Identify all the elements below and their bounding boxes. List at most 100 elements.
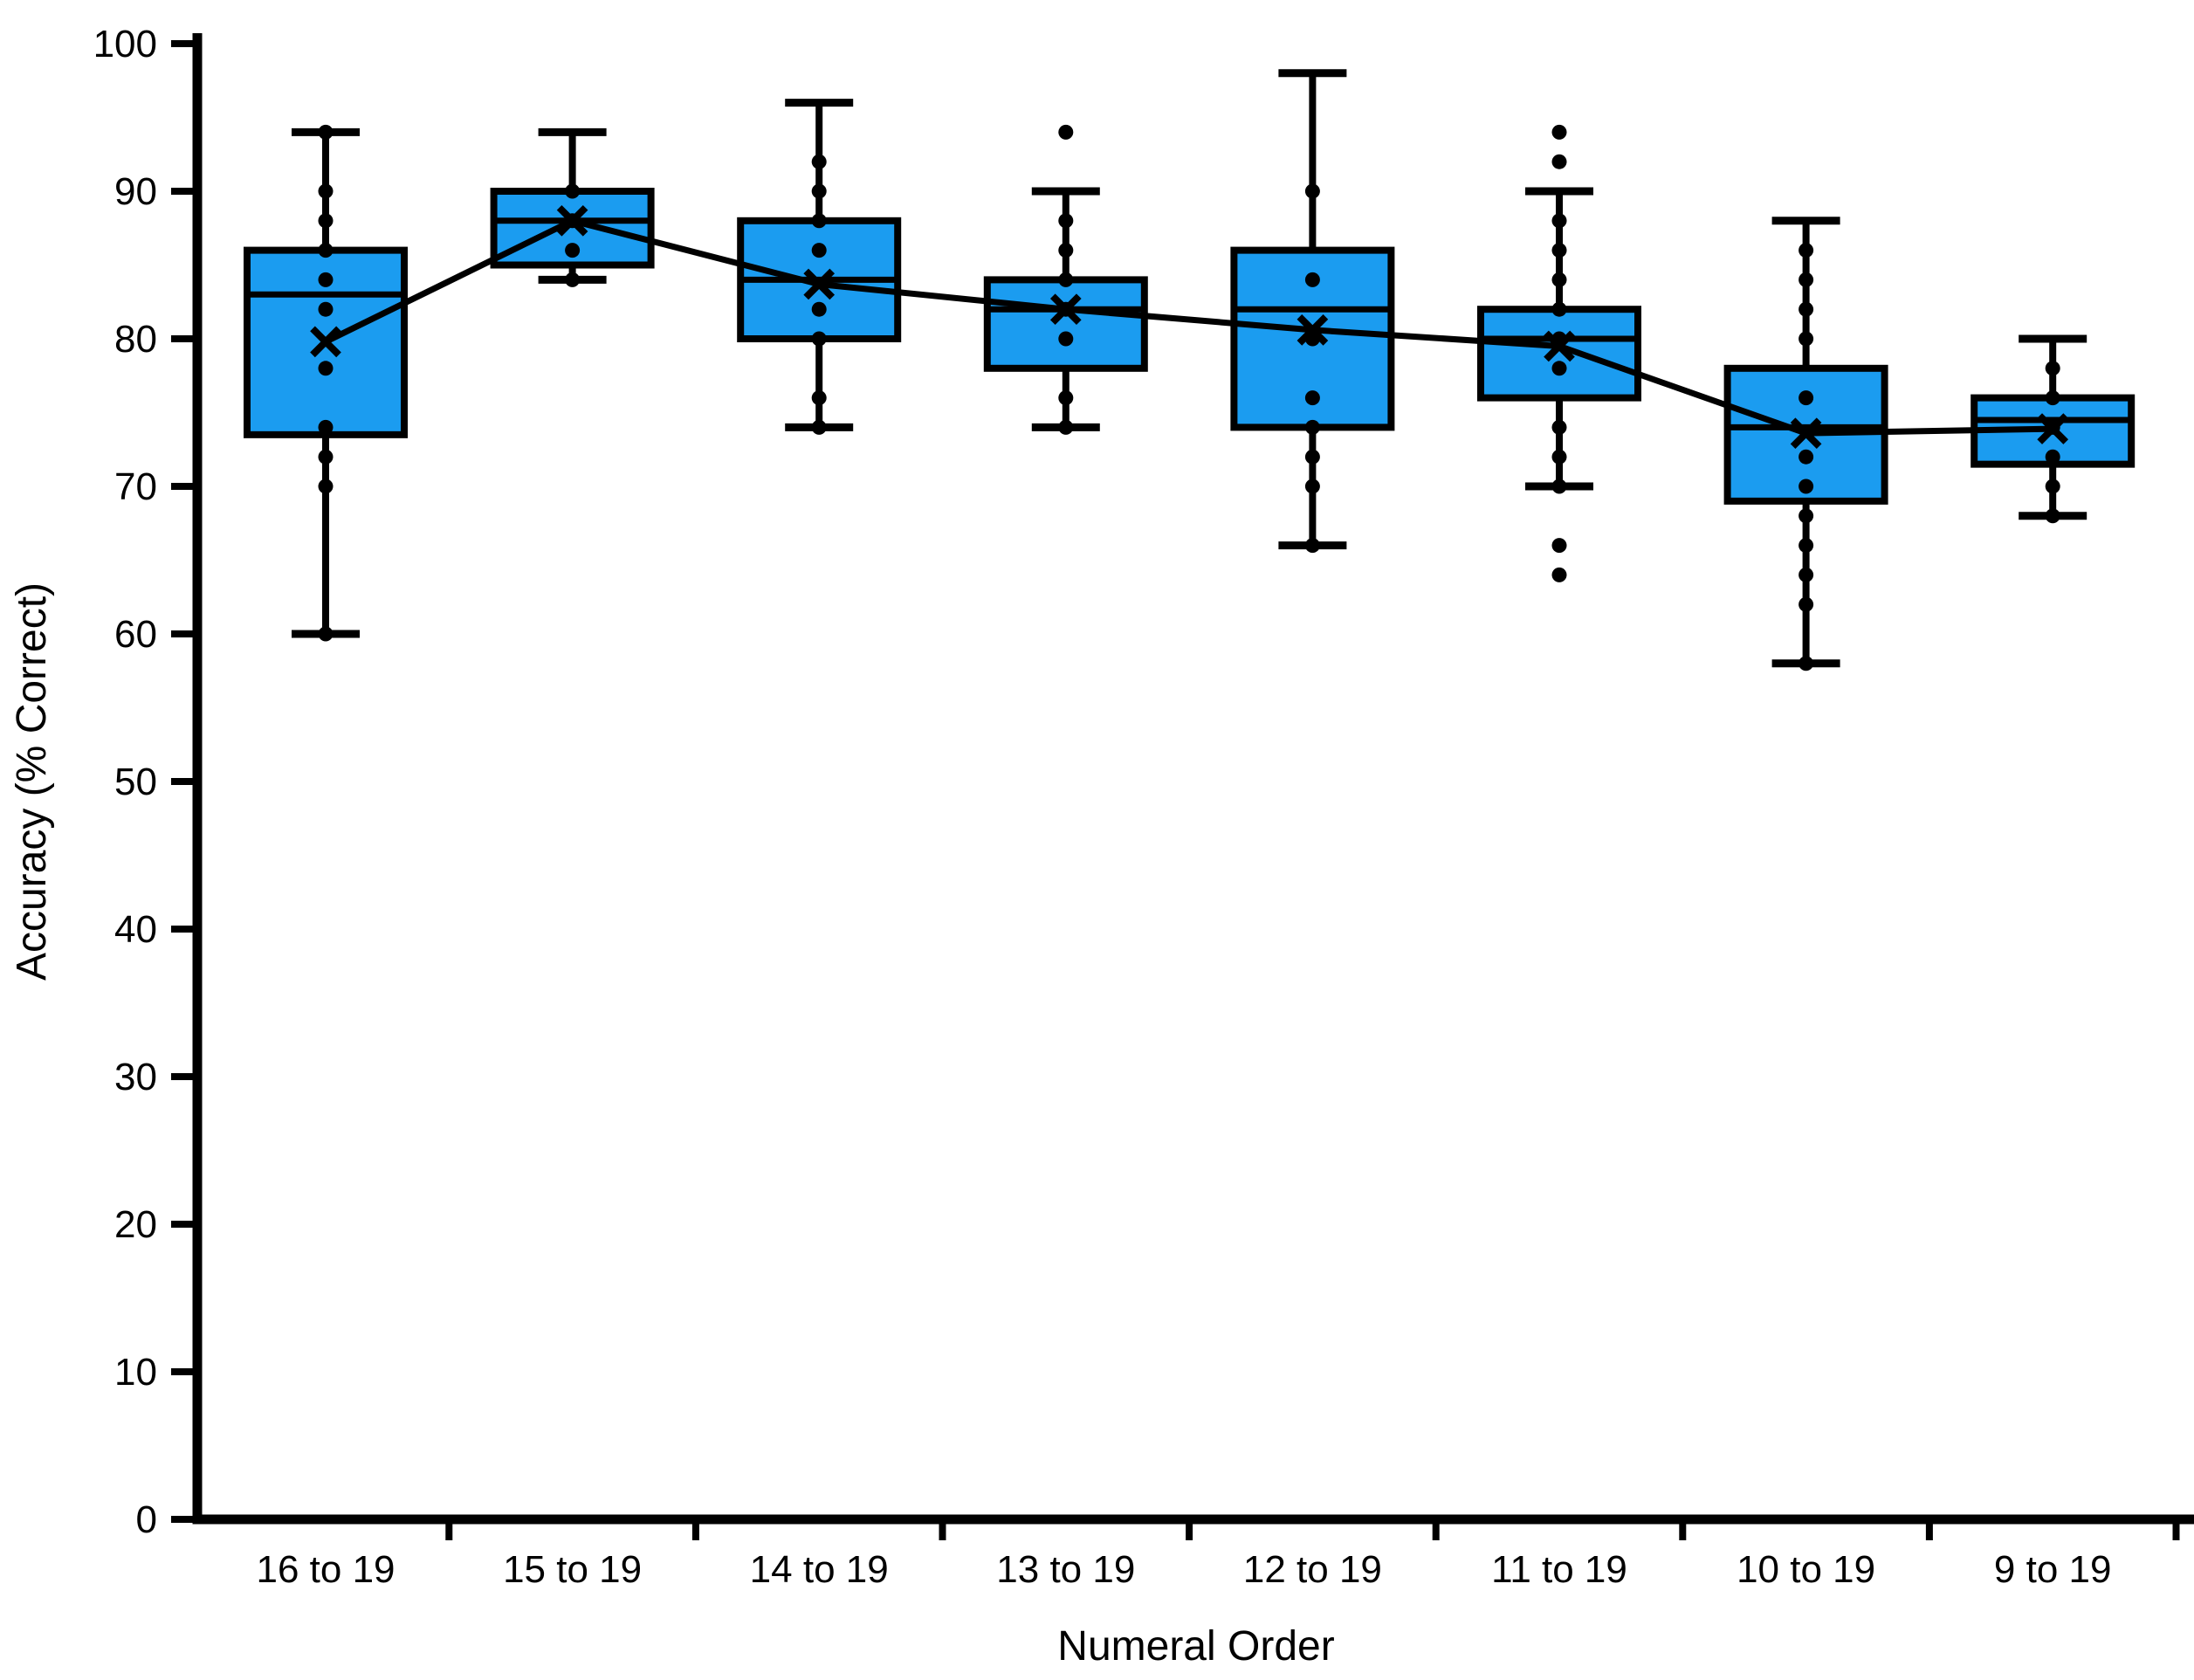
data-point — [1799, 331, 1814, 347]
data-point — [811, 390, 827, 406]
data-point — [1799, 656, 1814, 671]
data-point — [1304, 272, 1320, 287]
box-group-10-to-19 — [1723, 217, 1888, 671]
mean-marker — [310, 326, 341, 358]
mean-marker — [1296, 314, 1329, 346]
data-point — [1551, 301, 1567, 317]
y-tick-label: 90 — [114, 170, 157, 213]
data-point — [811, 154, 827, 169]
data-point — [1551, 449, 1567, 465]
plot-area: 0 10 20 30 40 50 60 70 80 90 100 16 to 19 15 to 19 14… — [93, 23, 2194, 1591]
data-point — [2045, 449, 2060, 465]
data-point — [1799, 272, 1814, 287]
data-point — [1551, 479, 1567, 494]
data-point — [318, 124, 334, 140]
x-axis: 16 to 19 15 to 19 14 to 19 13 to 19 12 to 19… — [256, 1519, 2180, 1591]
data-point — [2045, 361, 2060, 376]
data-point — [1551, 361, 1567, 376]
data-point — [1551, 538, 1567, 554]
data-point — [811, 243, 827, 258]
data-point — [1058, 331, 1074, 347]
data-point — [318, 361, 334, 376]
data-point — [1551, 272, 1567, 287]
x-category-label: 16 to 19 — [256, 1548, 395, 1591]
data-point — [1058, 124, 1074, 140]
y-axis: 0 10 20 30 40 50 60 70 80 90 100 — [93, 23, 197, 1541]
data-point — [1799, 243, 1814, 258]
data-point — [811, 301, 827, 317]
data-point — [811, 331, 827, 347]
data-point — [1304, 390, 1320, 406]
data-point — [318, 419, 334, 435]
mean-marker — [556, 204, 588, 237]
data-point — [565, 272, 581, 287]
data-point — [811, 213, 827, 229]
data-point — [1551, 419, 1567, 435]
y-tick-label: 20 — [114, 1203, 157, 1246]
y-tick-label: 30 — [114, 1056, 157, 1098]
data-point — [811, 183, 827, 199]
data-point — [318, 272, 334, 287]
x-category-label: 9 to 19 — [1994, 1548, 2112, 1591]
mean-marker — [2037, 413, 2069, 444]
y-tick-label: 40 — [114, 908, 157, 951]
iqr-box — [1477, 306, 1641, 402]
y-axis-title: Accuracy (% Correct) — [9, 582, 55, 981]
data-point — [318, 479, 334, 494]
mean-marker — [803, 268, 836, 300]
mean-marker — [1544, 330, 1575, 362]
x-category-label: 15 to 19 — [503, 1548, 642, 1591]
x-category-label: 11 to 19 — [1491, 1548, 1627, 1591]
y-tick-label: 0 — [136, 1498, 157, 1541]
data-point — [1304, 538, 1320, 554]
data-point — [1058, 243, 1074, 258]
data-point — [318, 301, 334, 317]
data-point — [1799, 596, 1814, 612]
data-point — [318, 243, 334, 258]
mean-x-stroke — [1544, 330, 1575, 362]
mean-marker — [1049, 293, 1082, 326]
data-point — [2045, 479, 2060, 494]
box-group-15-to-19 — [490, 127, 655, 287]
x-category-label: 13 to 19 — [996, 1548, 1135, 1591]
data-point — [1551, 243, 1567, 258]
data-point — [565, 243, 581, 258]
x-axis-title: Numeral Order — [1057, 1623, 1334, 1670]
data-point — [1058, 419, 1074, 435]
data-point — [1799, 449, 1814, 465]
y-tick-label: 100 — [93, 23, 157, 65]
data-point — [1304, 183, 1320, 199]
y-tick-label: 10 — [114, 1351, 157, 1394]
x-category-label: 12 to 19 — [1243, 1548, 1382, 1591]
mean-x-stroke — [1049, 293, 1082, 326]
data-point — [1551, 124, 1567, 140]
data-point — [1058, 272, 1074, 287]
y-tick-label: 80 — [114, 318, 157, 361]
box-group-16-to-19 — [244, 124, 408, 642]
data-point — [565, 183, 581, 199]
data-point — [2045, 390, 2060, 406]
mean-x-stroke — [556, 204, 588, 237]
mean-trend-line — [324, 217, 2053, 437]
y-tick-label: 70 — [114, 465, 157, 508]
x-category-label: 14 to 19 — [750, 1548, 889, 1591]
data-point — [318, 183, 334, 199]
x-category-label: 10 to 19 — [1737, 1548, 1875, 1591]
iqr-box — [983, 276, 1148, 372]
mean-x-stroke — [2037, 413, 2069, 444]
mean-x-stroke — [803, 268, 836, 300]
data-point — [1304, 479, 1320, 494]
y-tick-label: 60 — [114, 613, 157, 656]
data-point — [1799, 479, 1814, 494]
box-group-13-to-19 — [983, 124, 1148, 435]
data-point — [1058, 390, 1074, 406]
data-point — [1304, 449, 1320, 465]
y-tick-label: 50 — [114, 761, 157, 803]
data-point — [1551, 154, 1567, 169]
data-point — [318, 449, 334, 465]
mean-x-stroke — [1296, 314, 1329, 346]
data-point — [1799, 538, 1814, 554]
